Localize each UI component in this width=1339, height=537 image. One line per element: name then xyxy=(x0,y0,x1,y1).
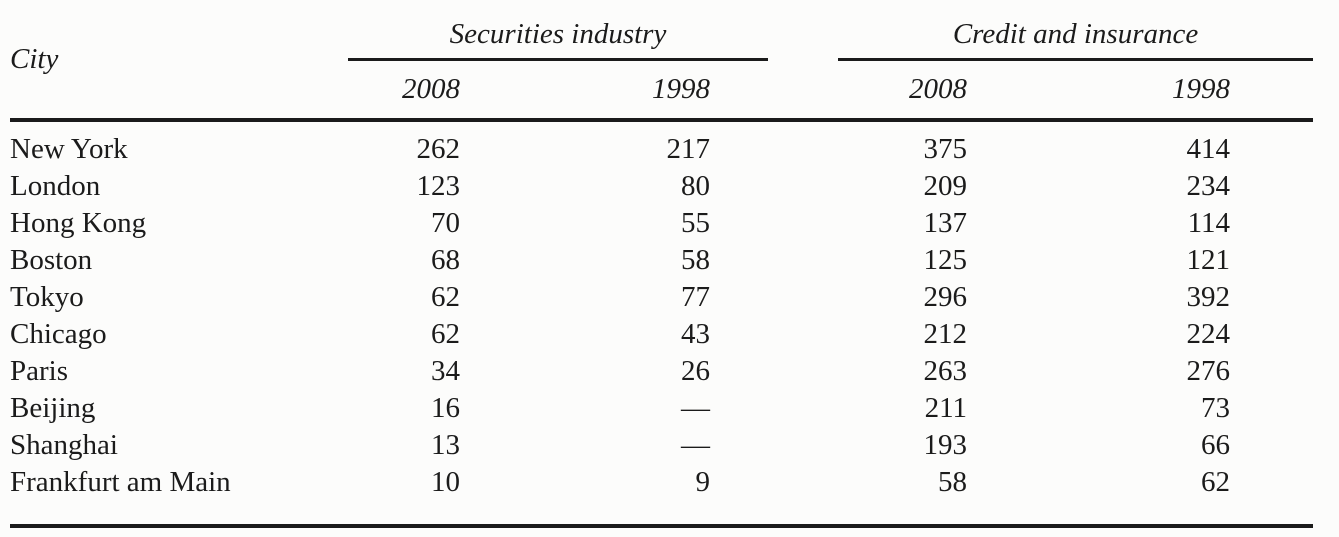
table-row: Boston 68 58 125 121 xyxy=(10,242,1313,279)
city-cell: New York xyxy=(10,133,128,165)
city-cell: Hong Kong xyxy=(10,207,147,239)
credit-2008-cell: 375 xyxy=(923,133,968,165)
city-cell: Tokyo xyxy=(10,281,84,313)
city-cell: London xyxy=(10,170,101,202)
securities-1998-cell: 80 xyxy=(681,170,711,202)
city-cell: Frankfurt am Main xyxy=(10,464,348,528)
credit-1998-cell: 234 xyxy=(1186,170,1231,202)
credit-1998-cell: 392 xyxy=(1186,281,1231,313)
securities-2008-cell: 13 xyxy=(431,429,460,461)
securities-2008-cell: 34 xyxy=(431,355,460,387)
year-header-credit-1998: 1998 xyxy=(1040,61,1314,122)
credit-2008-cell: 209 xyxy=(923,170,968,202)
table-row: New York 262 217 375 414 xyxy=(10,120,1313,168)
year-header-row: 2008 1998 2008 1998 xyxy=(10,61,1314,122)
city-cell: Shanghai xyxy=(10,429,118,461)
securities-2008-cell: 62 xyxy=(431,318,460,350)
securities-1998-cell: 58 xyxy=(681,244,711,276)
table-row: Frankfurt am Main 10 9 58 62 xyxy=(10,464,1314,528)
credit-1998-cell: 414 xyxy=(1186,133,1231,165)
securities-2008-cell: 62 xyxy=(431,281,460,313)
city-cell: Chicago xyxy=(10,318,107,350)
credit-1998-cell: 224 xyxy=(1186,318,1231,350)
column-header-city: City xyxy=(10,0,348,122)
credit-2008-cell: 193 xyxy=(923,429,968,461)
securities-2008-cell: 262 xyxy=(416,133,461,165)
credit-1998-cell: 73 xyxy=(1201,392,1231,424)
table-body: New York 262 217 375 414 London 123 80 2… xyxy=(10,120,1314,528)
credit-2008-cell: 137 xyxy=(923,207,968,239)
credit-1998-cell: 276 xyxy=(1186,355,1231,387)
city-cell: Boston xyxy=(10,244,93,276)
column-group-securities-label: Securities industry xyxy=(348,18,769,61)
securities-1998-cell: 43 xyxy=(681,318,711,350)
securities-1998-cell: 26 xyxy=(681,355,711,387)
securities-1998-cell: 55 xyxy=(681,207,711,239)
credit-1998-cell: 66 xyxy=(1201,429,1231,461)
table-row: Paris 34 26 263 276 xyxy=(10,353,1313,390)
securities-1998-cell: 77 xyxy=(681,281,711,313)
year-header-securities-1998: 1998 xyxy=(558,61,769,122)
city-cell: Paris xyxy=(10,355,68,387)
securities-1998-cell: 217 xyxy=(666,133,711,165)
credit-2008-cell: 211 xyxy=(924,392,968,424)
securities-1998-cell: — xyxy=(681,429,711,461)
city-cell: Beijing xyxy=(10,392,96,424)
group-header-row: City Securities industry Credit and insu… xyxy=(10,0,1314,122)
securities-2008-cell: 10 xyxy=(348,464,558,528)
year-header-credit-2008: 2008 xyxy=(768,61,1041,122)
credit-2008-cell: 125 xyxy=(923,244,968,276)
table-row: Shanghai 13 — 193 66 xyxy=(10,427,1313,464)
table-row: London 123 80 209 234 xyxy=(10,168,1313,205)
credit-1998-cell: 114 xyxy=(1187,207,1231,239)
table-row: Beijing 16 — 211 73 xyxy=(10,390,1313,427)
securities-2008-cell: 123 xyxy=(416,170,461,202)
credit-2008-cell: 263 xyxy=(923,355,968,387)
credit-1998-cell: 62 xyxy=(1040,464,1314,528)
credit-2008-cell: 212 xyxy=(923,318,968,350)
column-group-credit-label: Credit and insurance xyxy=(838,18,1314,61)
securities-1998-cell: — xyxy=(681,392,711,424)
table-row: Tokyo 62 77 296 392 xyxy=(10,279,1313,316)
credit-1998-cell: 121 xyxy=(1186,244,1231,276)
year-header-securities-2008: 2008 xyxy=(348,61,558,122)
column-group-securities: Securities industry xyxy=(348,0,769,61)
column-group-credit: Credit and insurance xyxy=(768,0,1314,61)
credit-2008-cell: 296 xyxy=(923,281,968,313)
table-row: Hong Kong 70 55 137 114 xyxy=(10,205,1313,242)
city-finance-table: City Securities industry Credit and insu… xyxy=(10,0,1314,528)
securities-1998-cell: 9 xyxy=(558,464,769,528)
table-row: Chicago 62 43 212 224 xyxy=(10,316,1313,353)
securities-2008-cell: 68 xyxy=(431,244,460,276)
credit-2008-cell: 58 xyxy=(768,464,1041,528)
securities-2008-cell: 16 xyxy=(431,392,460,424)
securities-2008-cell: 70 xyxy=(431,207,460,239)
